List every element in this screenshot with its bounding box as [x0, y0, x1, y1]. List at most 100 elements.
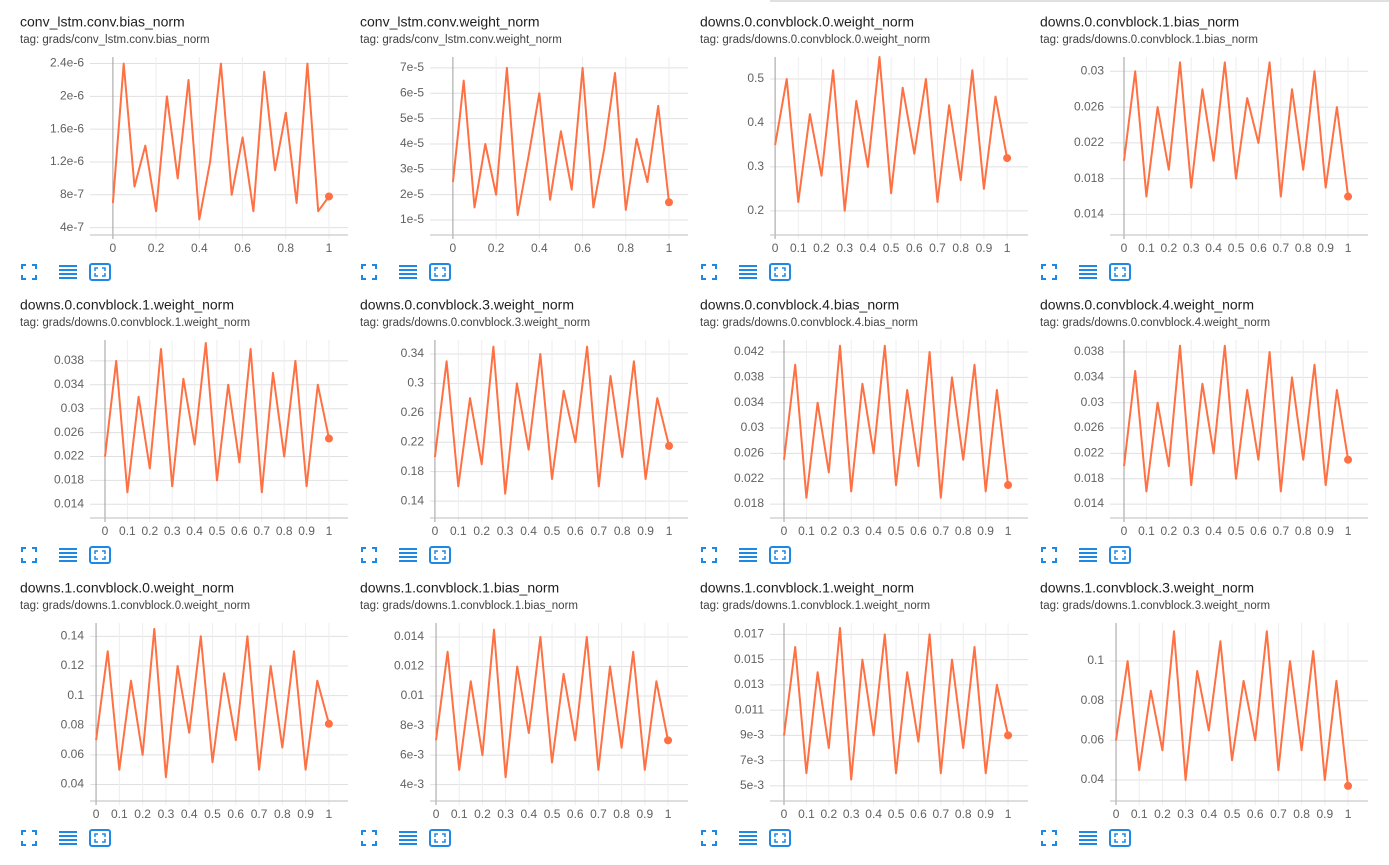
y-tick-label: 0.08: [1081, 693, 1105, 707]
y-tick-label: 0.013: [734, 677, 764, 691]
fullscreen-button[interactable]: [21, 547, 37, 563]
fit-domain-button[interactable]: [769, 829, 791, 847]
line: [774, 56, 1009, 212]
x-tick-label: 0.2: [473, 524, 490, 538]
y-tick-label: 0.018: [1074, 171, 1104, 185]
x-tick-label: 0.9: [1317, 524, 1334, 538]
fit-domain-button[interactable]: [1109, 263, 1131, 281]
x-tick-label: 0.7: [929, 241, 946, 255]
icon: [89, 263, 111, 281]
chart-card: downs.0.convblock.3.weight_norm tag: grad…: [360, 297, 688, 564]
x-tick-label: 1: [1004, 241, 1011, 255]
x-tick-label: 0: [450, 241, 457, 255]
x-tick-label: 0.3: [843, 807, 860, 821]
x-tick-label: 0.4: [865, 524, 882, 538]
fullscreen-button[interactable]: [701, 264, 717, 280]
fit-domain-button[interactable]: [89, 829, 111, 847]
data-table-button[interactable]: [59, 548, 77, 562]
data-table-button[interactable]: [59, 831, 77, 845]
x-tick-label: 0.9: [976, 241, 993, 255]
data-table-button[interactable]: [739, 548, 757, 562]
x-tick-label: 0.7: [590, 807, 607, 821]
x-tick-label: 0.8: [274, 807, 291, 821]
x-tick-label: 0.3: [497, 524, 514, 538]
y-tick-label: 5e-3: [740, 778, 764, 792]
x-tick-label: 0.4: [860, 241, 877, 255]
x-tick-label: 0.2: [1160, 524, 1177, 538]
fit-domain-button[interactable]: [1109, 546, 1131, 564]
fullscreen-button[interactable]: [701, 547, 717, 563]
fullscreen-button[interactable]: [1041, 547, 1057, 563]
fullscreen-button[interactable]: [1041, 264, 1057, 280]
x-tick-label: 0.8: [617, 241, 634, 255]
chart-title: downs.0.convblock.0.weight_norm: [700, 14, 914, 30]
fit-domain-button[interactable]: [1109, 829, 1131, 847]
icon: [1114, 833, 1126, 843]
fit-domain-button[interactable]: [769, 546, 791, 564]
icon: [429, 546, 451, 564]
icon: [94, 833, 106, 843]
icon: [701, 547, 717, 563]
x-tick-label: 0.9: [637, 524, 654, 538]
line: [1123, 61, 1350, 198]
chart-tag: tag: grads/downs.1.convblock.1.weight_no…: [700, 600, 930, 612]
y-tick-label: 0.034: [734, 395, 764, 409]
y-tick-label: 8e-3: [400, 718, 424, 732]
fullscreen-button[interactable]: [361, 547, 377, 563]
y-tick-label: 0.1: [1087, 653, 1104, 667]
x-tick-label: 0.5: [888, 524, 905, 538]
icon: [361, 264, 377, 280]
x-tick-label: 0.7: [1272, 524, 1289, 538]
data-table-button[interactable]: [399, 831, 417, 845]
data-table-button[interactable]: [739, 831, 757, 845]
x-tick-label: 0.3: [497, 807, 514, 821]
fullscreen-button[interactable]: [361, 264, 377, 280]
last-point: [664, 198, 673, 207]
data-table-button[interactable]: [739, 265, 757, 279]
data-table-button[interactable]: [399, 265, 417, 279]
chart-tag: tag: grads/downs.0.convblock.4.bias_norm: [700, 317, 918, 329]
y-tick-label: 0.03: [1081, 395, 1105, 409]
y-tick-label: 0.22: [401, 434, 425, 448]
fit-domain-button[interactable]: [429, 829, 451, 847]
chart-tag: tag: grads/downs.0.convblock.4.weight_no…: [1040, 317, 1270, 329]
chart-card: downs.0.convblock.1.weight_norm tag: grad…: [20, 297, 348, 564]
y-tick-label: 0.26: [401, 405, 425, 419]
x-tick-label: 0.5: [1224, 807, 1241, 821]
y-tick-label: 0.026: [734, 446, 764, 460]
x-tick-label: 0.3: [1177, 807, 1194, 821]
x-tick-label: 1: [665, 807, 672, 821]
chart-card: conv_lstm.conv.bias_norm tag: grads/conv_…: [20, 14, 348, 281]
fullscreen-button[interactable]: [1041, 830, 1057, 846]
data-table-button[interactable]: [399, 548, 417, 562]
chart-card: downs.1.convblock.3.weight_norm tag: grad…: [1040, 580, 1368, 847]
y-tick-label: 8e-7: [60, 187, 84, 201]
fit-domain-button[interactable]: [769, 263, 791, 281]
x-tick-label: 0: [433, 807, 440, 821]
fullscreen-button[interactable]: [361, 830, 377, 846]
y-tick-label: 4e-3: [400, 777, 424, 791]
fullscreen-button[interactable]: [21, 830, 37, 846]
y-tick-label: 0.018: [1074, 471, 1104, 485]
fit-domain-button[interactable]: [429, 263, 451, 281]
fullscreen-button[interactable]: [21, 264, 37, 280]
last-point: [1344, 192, 1353, 201]
x-tick-label: 0.5: [883, 241, 900, 255]
y-tick-label: 0.04: [1081, 772, 1105, 786]
last-point: [1004, 731, 1013, 740]
icon: [94, 550, 106, 560]
x-tick-label: 0.6: [227, 807, 244, 821]
fit-domain-button[interactable]: [89, 263, 111, 281]
x-tick-label: 0: [93, 807, 100, 821]
x-tick-label: 1: [666, 524, 673, 538]
fit-domain-button[interactable]: [89, 546, 111, 564]
chart-title: downs.0.convblock.1.weight_norm: [20, 297, 234, 313]
data-table-button[interactable]: [1079, 548, 1097, 562]
data-table-button[interactable]: [1079, 265, 1097, 279]
fullscreen-button[interactable]: [701, 830, 717, 846]
line: [1123, 344, 1350, 493]
data-table-button[interactable]: [59, 265, 77, 279]
fit-domain-button[interactable]: [429, 546, 451, 564]
data-table-button[interactable]: [1079, 831, 1097, 845]
x-tick-label: 0.6: [1250, 241, 1267, 255]
